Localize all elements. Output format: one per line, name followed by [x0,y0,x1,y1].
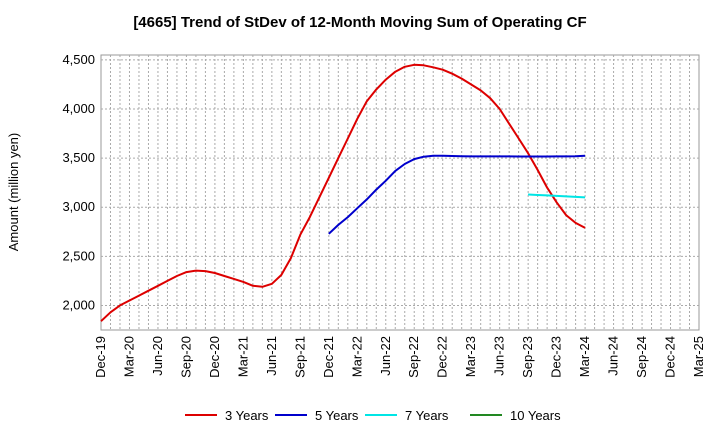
series-layer [100,63,586,322]
x-tick-label: Jun-24 [606,336,621,376]
chart-title: [4665] Trend of StDev of 12-Month Moving… [133,14,587,31]
series-line-3-years [100,63,586,322]
legend: 3 Years 5 Years 7 Years 10 Years [185,408,561,423]
x-tick-label: Sep-21 [292,336,307,378]
x-tick-label: Mar-24 [577,336,592,377]
x-tick-label: Sep-24 [634,336,649,378]
x-tick-label: Sep-22 [406,336,421,378]
x-tick-label: Mar-23 [463,336,478,377]
y-tick-label: 2,000 [62,297,95,312]
y-tick-labels: 2,000 2,500 3,000 3,500 4,000 4,500 [62,52,95,313]
series-line-5-years [328,154,586,235]
x-tick-label: Dec-24 [663,336,678,378]
x-tick-label: Sep-23 [520,336,535,378]
y-tick-label: 3,500 [62,150,95,165]
series-line-7-years [528,193,586,199]
x-tick-label: Mar-20 [121,336,136,377]
x-tick-label: Jun-21 [264,336,279,376]
y-axis-title: Amount (million yen) [6,133,21,252]
x-tick-label: Jun-23 [492,336,507,376]
x-tick-label: Dec-21 [321,336,336,378]
grid-layer [101,55,699,330]
legend-label: 5 Years [315,408,359,423]
x-tick-label: Mar-25 [691,336,706,377]
plot-area [100,54,700,331]
y-tick-label: 4,500 [62,52,95,67]
x-tick-label: Dec-20 [207,336,222,378]
x-tick-label: Dec-19 [93,336,108,378]
x-tick-label: Dec-23 [549,336,564,378]
x-tick-label: Mar-21 [235,336,250,377]
x-tick-label: Jun-20 [150,336,165,376]
y-tick-label: 4,000 [62,101,95,116]
x-tick-label: Mar-22 [349,336,364,377]
x-tick-labels: Dec-19 Mar-20 Jun-20 Sep-20 Dec-20 Mar-21 Jun-… [93,336,706,378]
y-tick-label: 2,500 [62,248,95,263]
x-tick-label: Jun-22 [378,336,393,376]
legend-label: 7 Years [405,408,449,423]
y-tick-label: 3,000 [62,199,95,214]
legend-label: 3 Years [225,408,269,423]
legend-label: 10 Years [510,408,561,423]
x-tick-label: Sep-20 [178,336,193,378]
x-tick-label: Dec-22 [435,336,450,378]
